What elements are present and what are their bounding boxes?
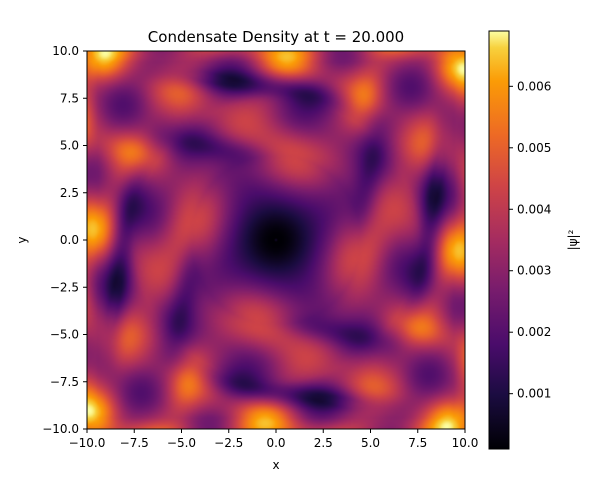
colorbar-tick-label: 0.004: [517, 202, 551, 216]
colorbar-label: |ψ|²: [566, 229, 580, 250]
colorbar-frame: [488, 30, 510, 450]
heatmap-image: [87, 51, 465, 429]
y-tick-label: 0.0: [60, 233, 79, 247]
y-tick-label: 7.5: [60, 91, 79, 105]
heatmap-image-container: [87, 51, 465, 429]
x-tick-label: −2.5: [214, 436, 243, 450]
x-tick-label: −5.0: [167, 436, 196, 450]
colorbar-axis: 0.006 0.005 0.004 0.003 0.002 0.001: [509, 79, 551, 401]
x-axis: −10.0 −7.5 −5.0 −2.5 0.0 2.5 5.0 7.5 10.0: [69, 429, 479, 450]
y-tick-label: 2.5: [60, 186, 79, 200]
y-tick-label: −10.0: [42, 422, 79, 436]
y-axis-label: y: [15, 236, 29, 243]
x-tick-label: 10.0: [452, 436, 479, 450]
y-tick-label: 10.0: [52, 44, 79, 58]
x-axis-label: x: [272, 458, 279, 472]
y-tick-label: −5.0: [50, 328, 79, 342]
y-tick-label: 5.0: [60, 139, 79, 153]
x-tick-label: 7.5: [408, 436, 427, 450]
y-tick-label: −2.5: [50, 280, 79, 294]
y-tick-label: −7.5: [50, 375, 79, 389]
x-tick-label: −10.0: [69, 436, 106, 450]
y-axis: 10.0 7.5 5.0 2.5 0.0 −2.5 −5.0 −7.5 −10.0: [42, 44, 87, 436]
colorbar-tick-label: 0.003: [517, 264, 551, 278]
x-tick-label: 0.0: [266, 436, 285, 450]
colorbar-tick-label: 0.002: [517, 325, 551, 339]
colorbar-tick-label: 0.005: [517, 141, 551, 155]
colorbar-tick-label: 0.001: [517, 387, 551, 401]
x-tick-label: −7.5: [120, 436, 149, 450]
x-tick-label: 2.5: [314, 436, 333, 450]
chart-title: Condensate Density at t = 20.000: [148, 28, 404, 46]
colorbar: [489, 31, 509, 449]
colorbar-tick-label: 0.006: [517, 79, 551, 93]
x-tick-label: 5.0: [361, 436, 380, 450]
